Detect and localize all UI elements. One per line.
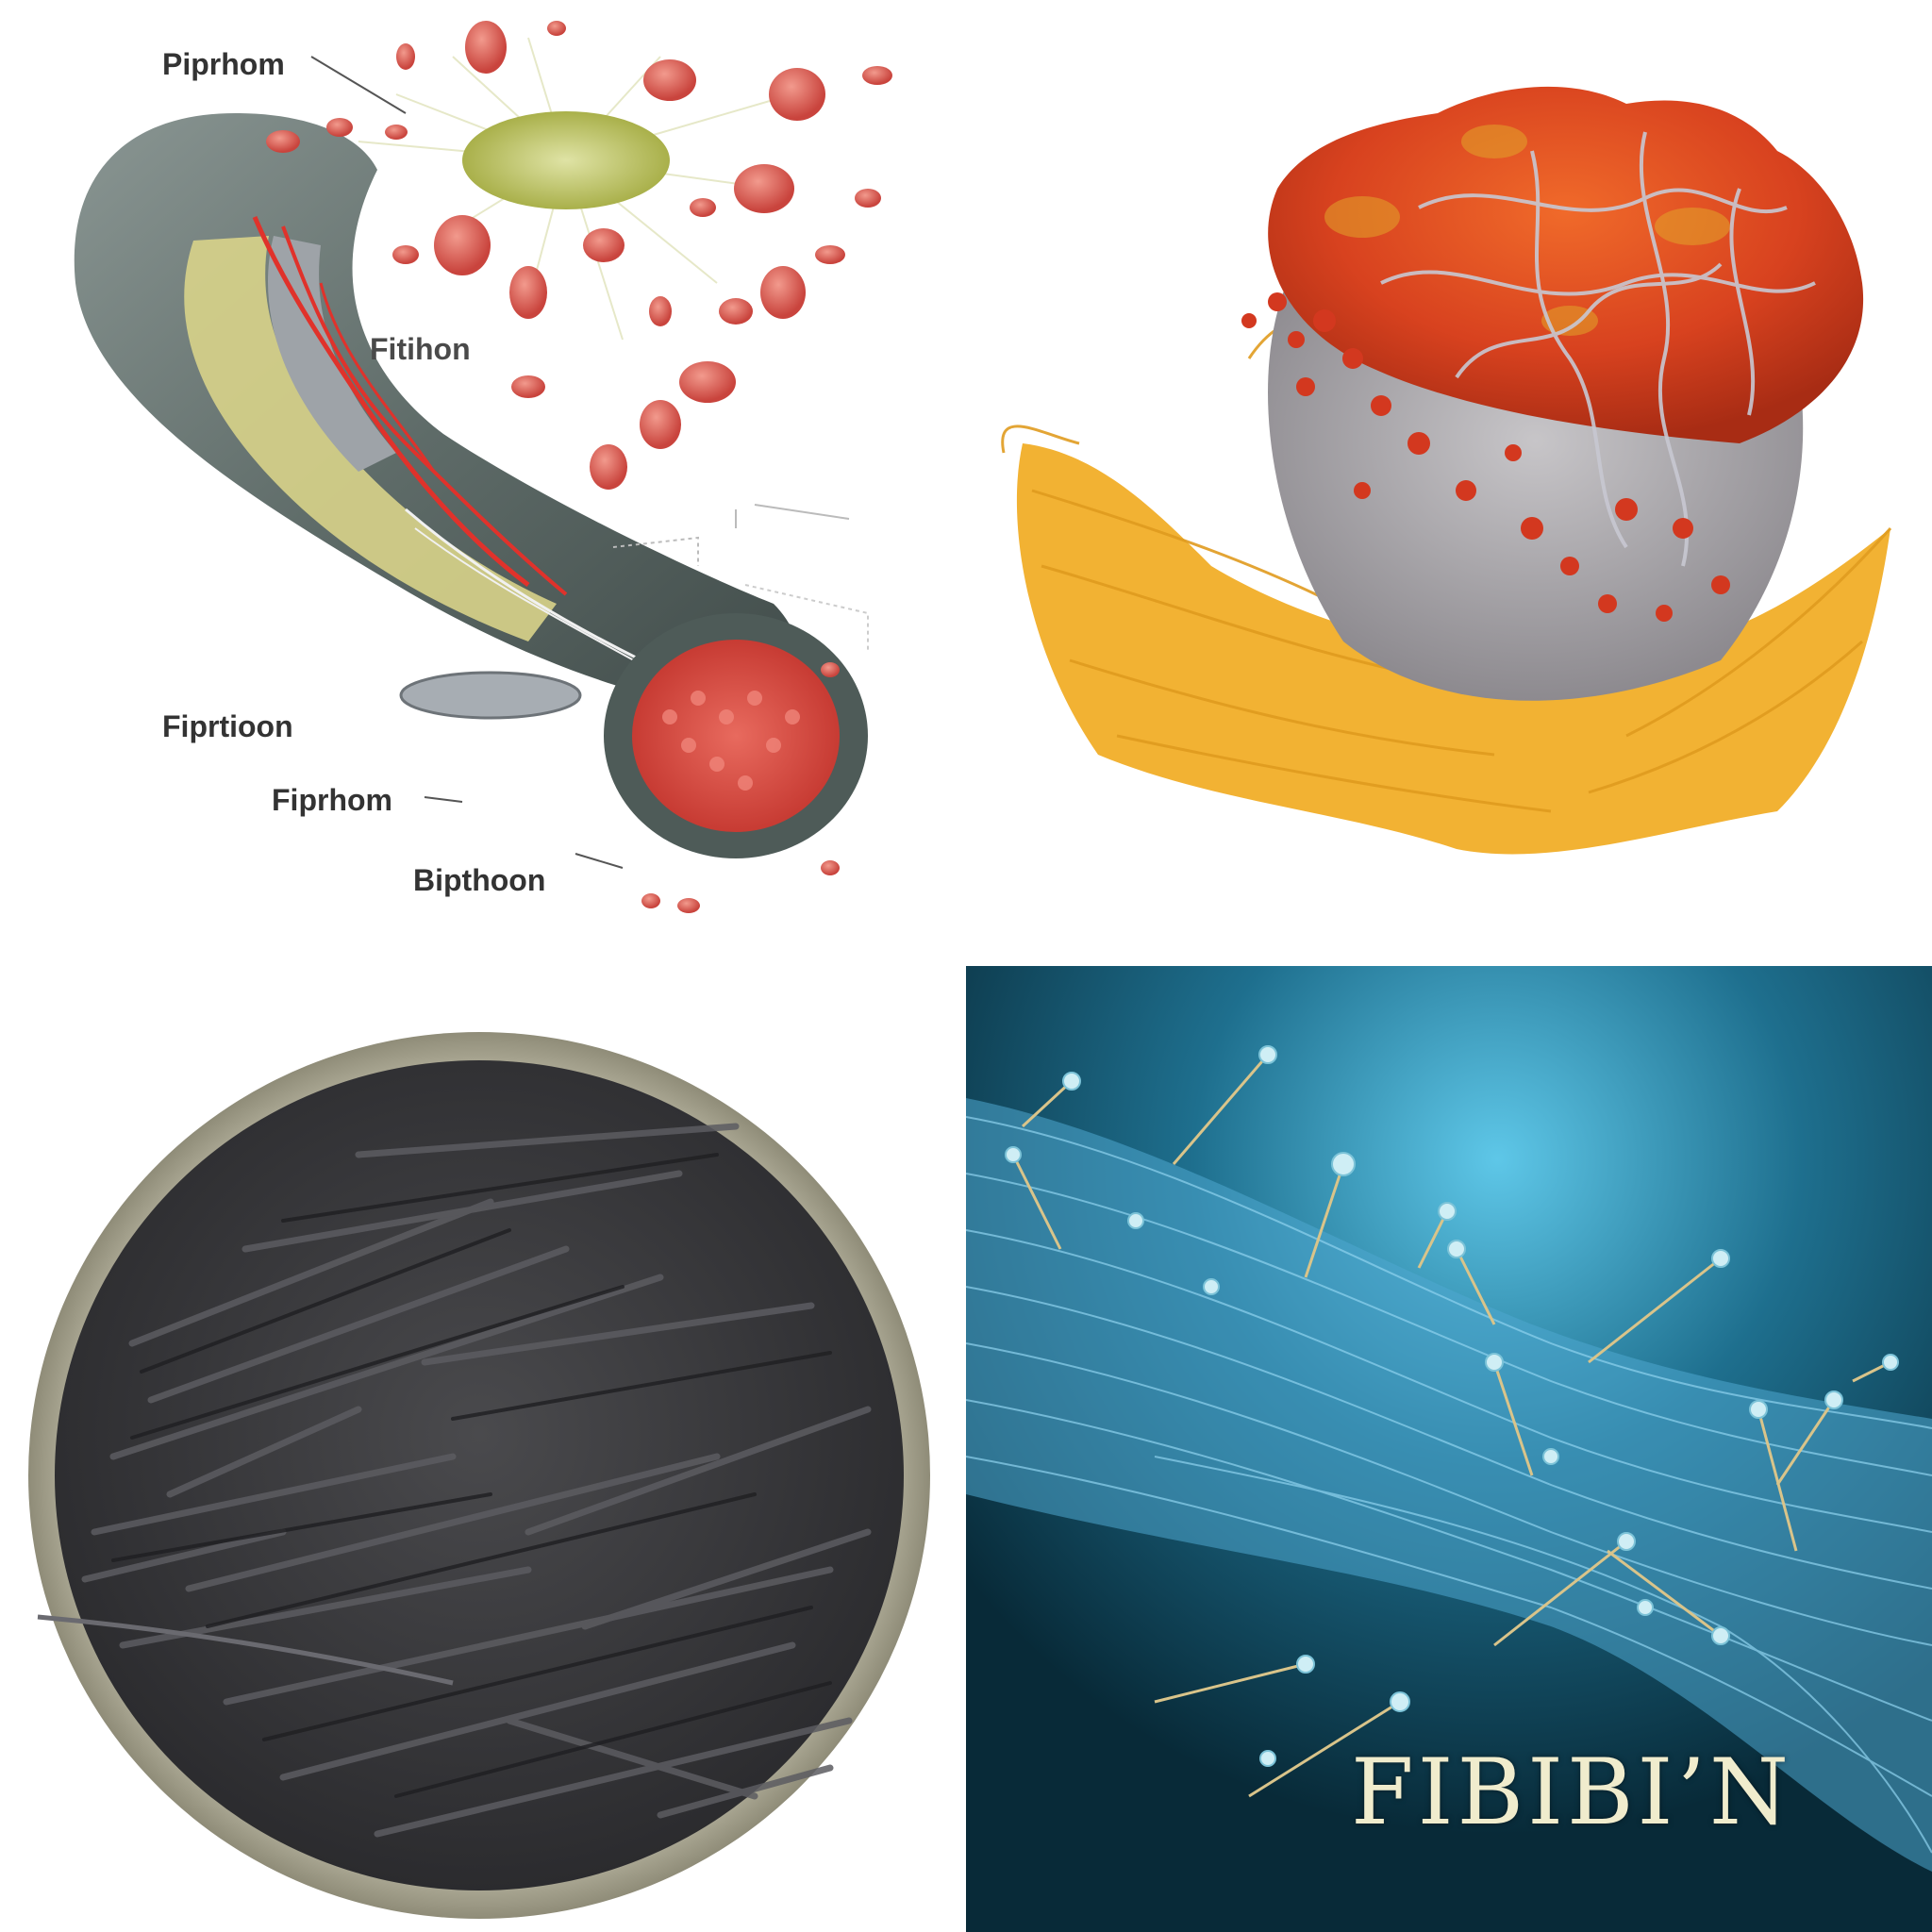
fibrin-pins [1011,1054,1891,1798]
fibrin-strands [1380,131,1816,567]
fibrin-network-panel: FIBIBI’N [966,966,1932,1932]
blue-fibers [966,1116,1932,1854]
red-blood-cells [266,21,892,913]
fiber-pile [55,1060,904,1890]
yellow-fibrin-mass [1016,443,1890,855]
clot-illustration-panel [966,0,1932,966]
clot-illustration [1001,86,1892,855]
vessel-illustration-panel: Piprhom Fitihon Fiprtioon Fiprhom Biptho… [0,0,966,966]
plaque-layer [184,236,557,641]
label-1: Piprhom [162,47,285,81]
red-cells-on-core [1241,292,1730,622]
label-5: Bipthoon [413,863,546,897]
vessel-illustration [74,21,892,913]
fibrin-network [966,966,1932,1932]
panel-title: FIBIBI’N [1351,1740,1792,1845]
label-2: Fitihon [370,332,471,366]
vessel-lumen [632,640,840,832]
label-4: Fiprhom [272,783,392,817]
pin-beads [1005,1045,1899,1767]
label-3: Fiprtioon [162,709,293,743]
grey-capsule [399,671,582,720]
fiber-bowl [28,1032,930,1919]
fiber-bowl-panel [0,966,966,1932]
fiber-strands [81,1123,872,1838]
red-clot-cap [1268,86,1864,444]
